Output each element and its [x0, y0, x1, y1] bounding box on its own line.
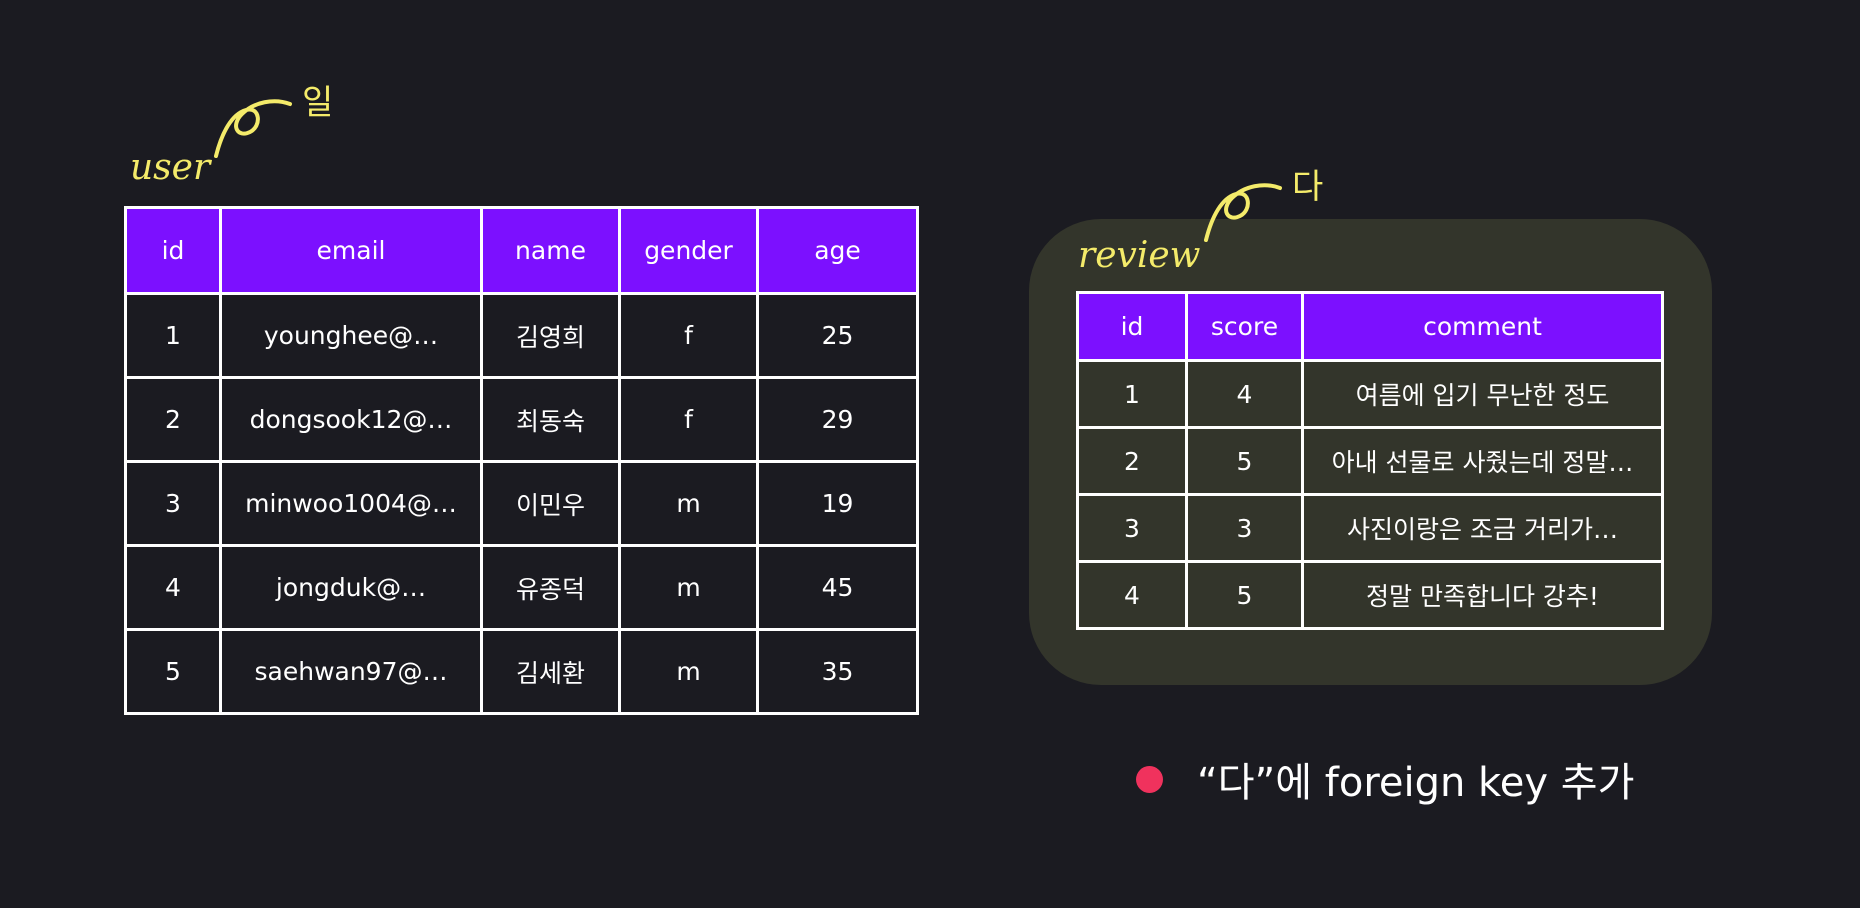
swirl-icon — [214, 99, 292, 158]
table-cell: 29 — [756, 376, 919, 463]
table-cell: 김세환 — [480, 628, 621, 715]
table-cell: younghee@… — [219, 292, 483, 379]
user-column-header: gender — [618, 206, 759, 295]
review-column-header: score — [1185, 291, 1304, 362]
table-row: 2 5 아내 선물로 사줬는데 정말… — [1076, 426, 1664, 496]
review-table-label: review — [1078, 235, 1201, 276]
table-cell: 4 — [1185, 359, 1304, 429]
table-row: 1 4 여름에 입기 무난한 정도 — [1076, 359, 1664, 429]
user-table: id email name gender age 1 younghee@… 김영… — [124, 206, 919, 715]
table-cell: f — [618, 292, 759, 379]
table-row: 4 5 정말 만족합니다 강추! — [1076, 560, 1664, 630]
review-column-header: id — [1076, 291, 1188, 362]
table-row: 1 younghee@… 김영희 f 25 — [124, 292, 919, 379]
table-cell: m — [618, 628, 759, 715]
user-column-header: id — [124, 206, 222, 295]
table-cell: 4 — [124, 544, 222, 631]
table-row: 5 saehwan97@… 김세환 m 35 — [124, 628, 919, 715]
review-table: id score comment 1 4 여름에 입기 무난한 정도 2 5 아… — [1076, 291, 1664, 630]
table-cell: 정말 만족합니다 강추! — [1301, 560, 1664, 630]
table-cell: dongsook12@… — [219, 376, 483, 463]
table-row: 2 dongsook12@… 최동숙 f 29 — [124, 376, 919, 463]
table-cell: 아내 선물로 사줬는데 정말… — [1301, 426, 1664, 496]
table-cell: 김영희 — [480, 292, 621, 379]
table-cell: 3 — [1076, 493, 1188, 563]
foreign-key-note: “다”에 foreign key 추가 — [1136, 750, 1634, 808]
table-cell: 5 — [124, 628, 222, 715]
user-column-header: email — [219, 206, 483, 295]
table-cell: 여름에 입기 무난한 정도 — [1301, 359, 1664, 429]
table-cell: 최동숙 — [480, 376, 621, 463]
table-cell: 2 — [124, 376, 222, 463]
table-cell: saehwan97@… — [219, 628, 483, 715]
table-cell: 이민우 — [480, 460, 621, 547]
table-cell: 45 — [756, 544, 919, 631]
table-cell: 25 — [756, 292, 919, 379]
table-cell: 유종덕 — [480, 544, 621, 631]
table-cell: 사진이랑은 조금 거리가… — [1301, 493, 1664, 563]
review-cardinality-label: 다 — [1292, 167, 1324, 207]
table-cell: minwoo1004@… — [219, 460, 483, 547]
review-header-row: id score comment — [1076, 291, 1664, 362]
user-header-row: id email name gender age — [124, 206, 919, 295]
table-row: 4 jongduk@… 유종덕 m 45 — [124, 544, 919, 631]
user-column-header: age — [756, 206, 919, 295]
table-cell: jongduk@… — [219, 544, 483, 631]
user-table-label: user — [130, 147, 211, 188]
user-cardinality-label: 일 — [302, 83, 334, 123]
user-column-header: name — [480, 206, 621, 295]
table-cell: m — [618, 544, 759, 631]
table-cell: 5 — [1185, 560, 1304, 630]
table-cell: 2 — [1076, 426, 1188, 496]
table-cell: 4 — [1076, 560, 1188, 630]
foreign-key-note-text: “다”에 foreign key 추가 — [1197, 760, 1635, 806]
table-cell: m — [618, 460, 759, 547]
table-cell: f — [618, 376, 759, 463]
review-column-header: comment — [1301, 291, 1664, 362]
table-cell: 3 — [1185, 493, 1304, 563]
table-cell: 1 — [1076, 359, 1188, 429]
table-cell: 35 — [756, 628, 919, 715]
table-cell: 1 — [124, 292, 222, 379]
bullet-icon — [1136, 765, 1163, 793]
table-cell: 3 — [124, 460, 222, 547]
swirl-icon — [1204, 183, 1282, 242]
table-row: 3 minwoo1004@… 이민우 m 19 — [124, 460, 919, 547]
table-cell: 5 — [1185, 426, 1304, 496]
table-row: 3 3 사진이랑은 조금 거리가… — [1076, 493, 1664, 563]
table-cell: 19 — [756, 460, 919, 547]
